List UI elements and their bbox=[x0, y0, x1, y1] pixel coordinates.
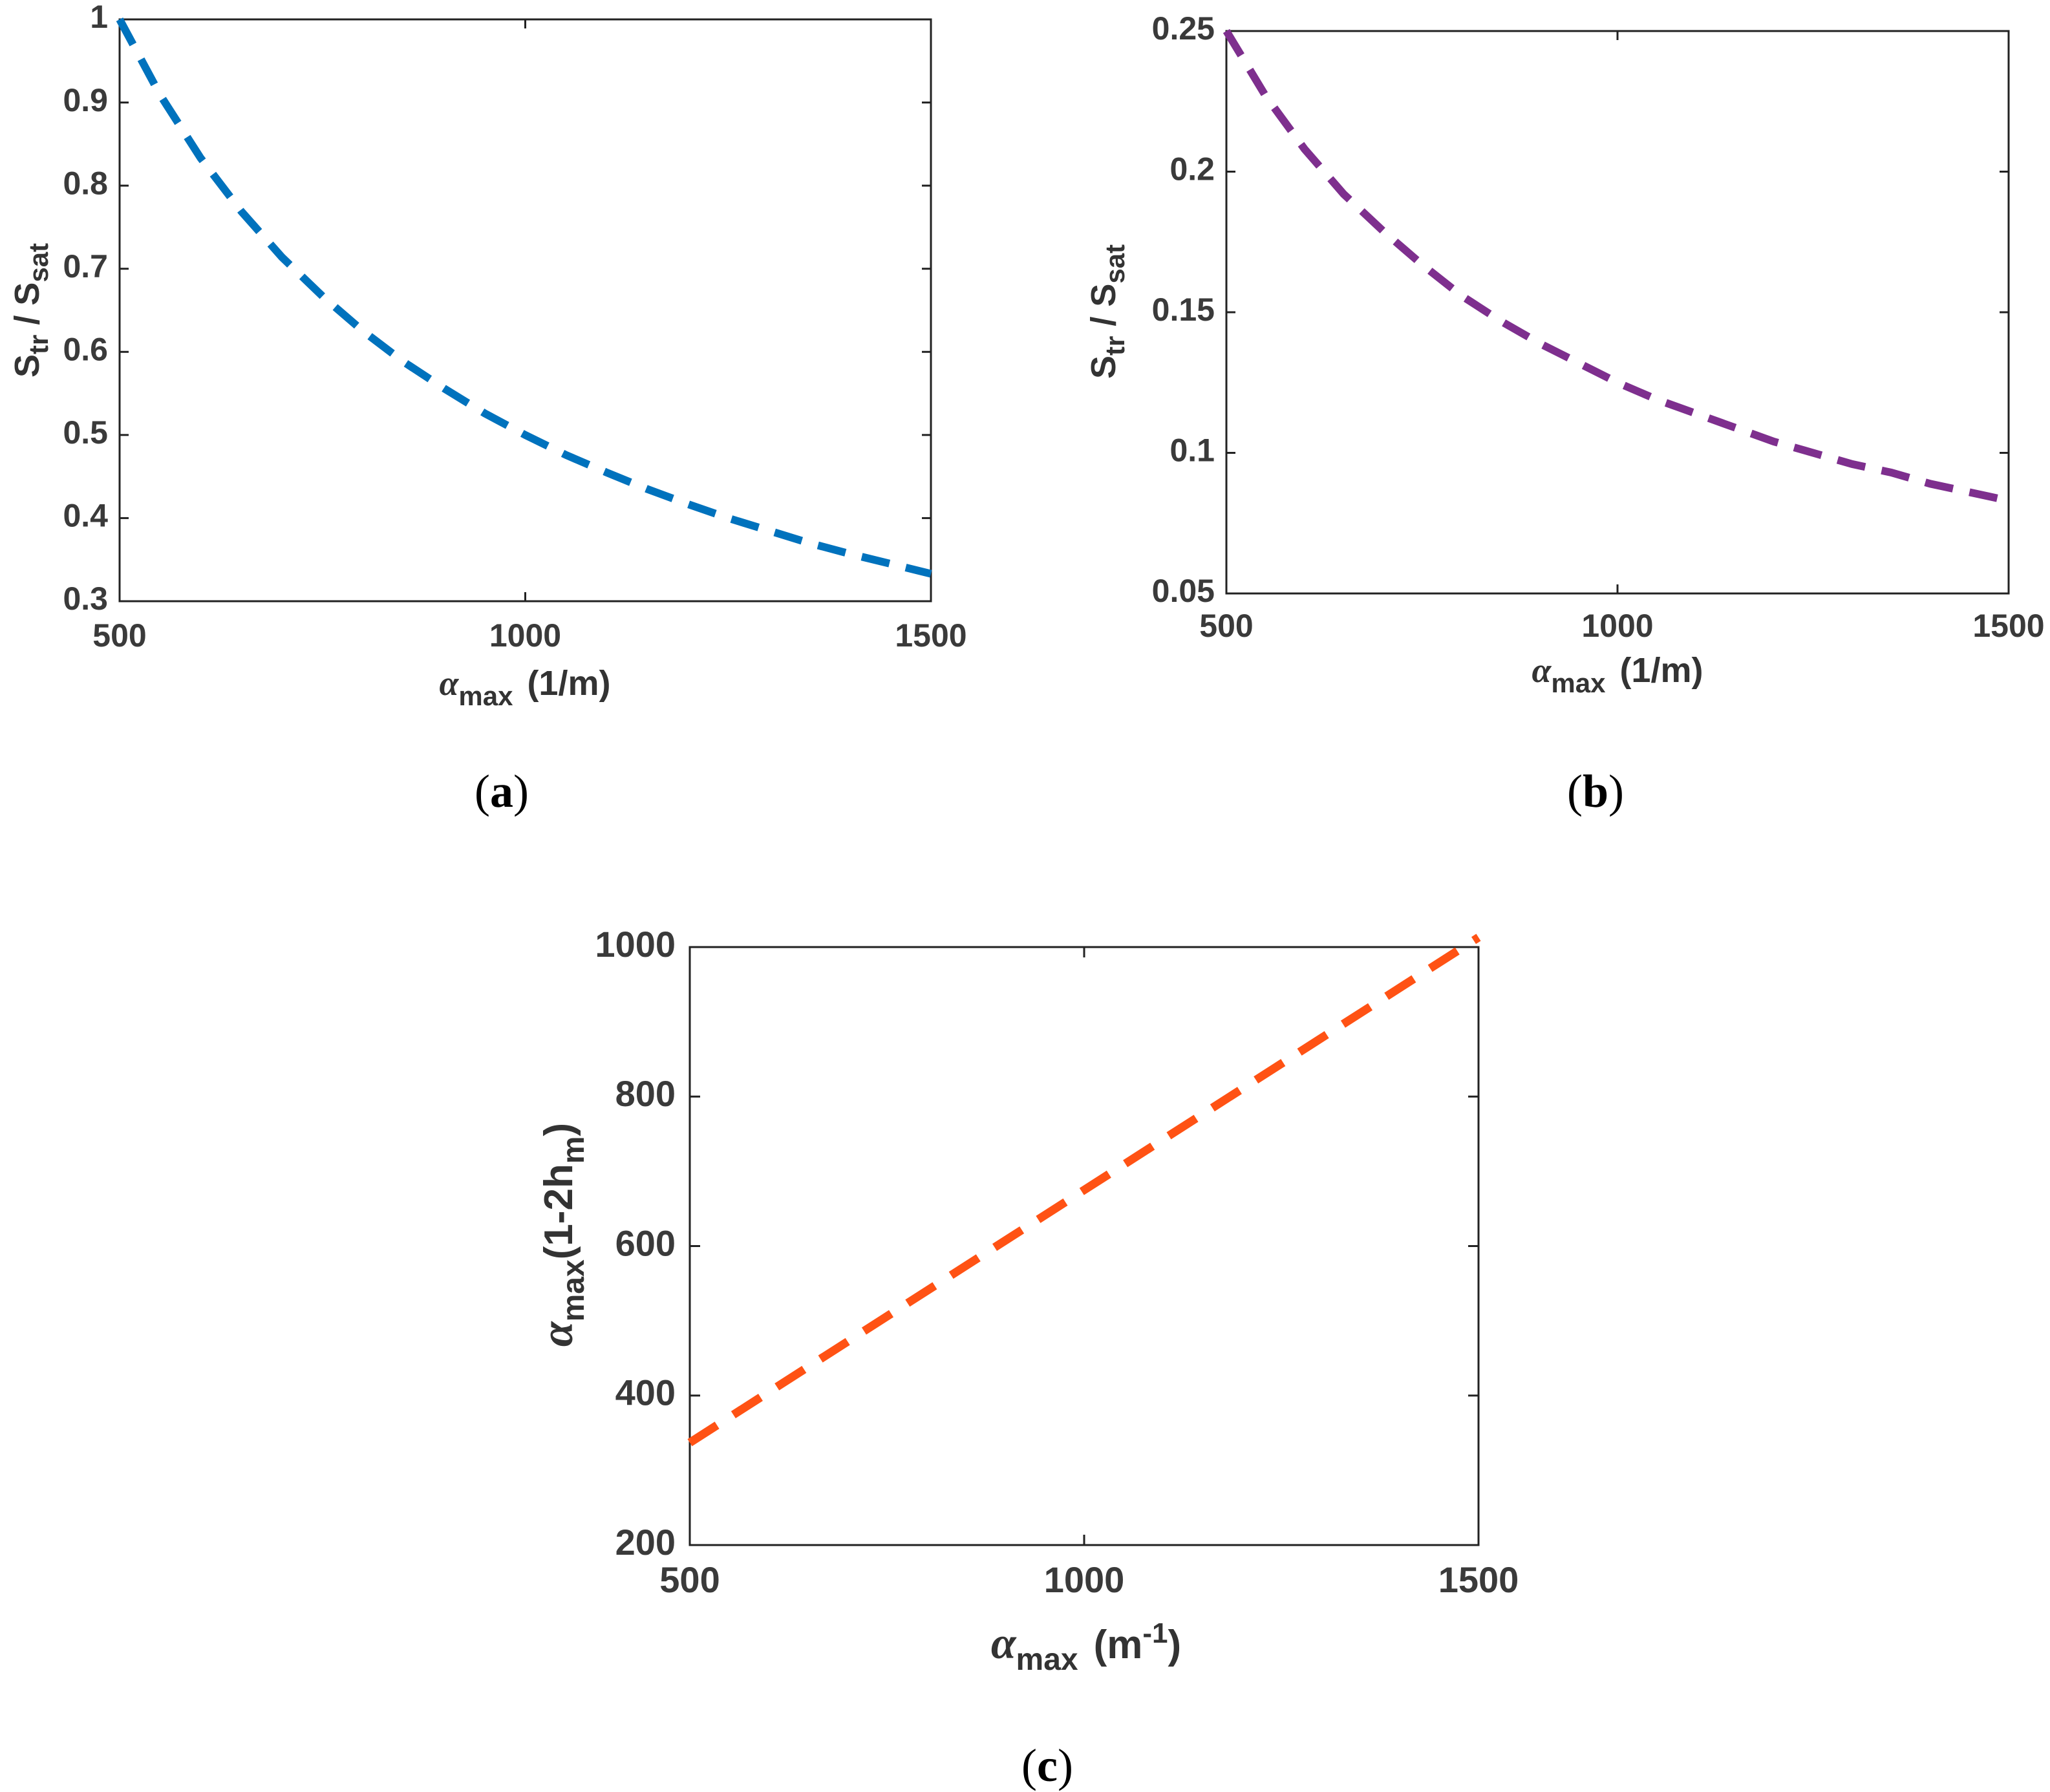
y-tick-label: 0.9 bbox=[63, 82, 108, 118]
panel-b-x-axis-label: αmax (1/m) bbox=[1532, 651, 1703, 698]
y-tick-label: 0.25 bbox=[1152, 10, 1215, 47]
panel-b-y-axis-label: Str / Ssat bbox=[1084, 244, 1130, 379]
panel-b-x-ticks: 500 1000 1500 bbox=[1199, 31, 2045, 644]
panel-b-y-ticks: 0.05 0.1 0.15 0.2 0.25 bbox=[1152, 10, 2009, 609]
panel-c-x-ticks: 500 1000 1500 bbox=[659, 947, 1519, 1600]
panel-a-y-ticks: 0.3 0.4 0.5 0.6 0.7 0.8 0.9 1 bbox=[63, 0, 931, 617]
y-tick-label: 0.1 bbox=[1169, 432, 1215, 469]
x-tick-label: 1500 bbox=[1438, 1559, 1519, 1600]
y-tick-label: 600 bbox=[615, 1222, 676, 1263]
panel-c: 200 400 600 800 1000 500 1000 1500 αmax (m-1) α… bbox=[533, 924, 1519, 1791]
panel-a: 0.3 0.4 0.5 0.6 0.7 0.8 0.9 1 500 1000 1500 αmax(… bbox=[8, 0, 967, 817]
y-tick-label: 1000 bbox=[595, 924, 676, 965]
x-tick-label: 1000 bbox=[1581, 608, 1653, 644]
y-tick-label: 0.15 bbox=[1152, 292, 1215, 328]
y-tick-label: 0.4 bbox=[63, 498, 108, 534]
y-tick-label: 0.7 bbox=[63, 248, 108, 284]
y-tick-label: 0.6 bbox=[63, 331, 108, 367]
y-tick-label: 0.05 bbox=[1152, 573, 1215, 609]
y-tick-label: 1 bbox=[90, 0, 108, 35]
panel-b: 0.05 0.1 0.15 0.2 0.25 500 1000 1500 αmax (1/m)… bbox=[1084, 10, 2045, 817]
y-tick-label: 200 bbox=[615, 1522, 676, 1563]
panel-c-x-axis-label: αmax (m-1) bbox=[991, 1617, 1181, 1677]
panel-a-plot-area bbox=[118, 18, 932, 603]
y-tick-label: 0.3 bbox=[63, 581, 108, 617]
panel-c-caption: (c) bbox=[1021, 1740, 1073, 1791]
panel-c-plot-area bbox=[689, 946, 1480, 1546]
y-tick-label: 800 bbox=[615, 1073, 676, 1114]
x-tick-label: 1000 bbox=[489, 617, 561, 654]
x-tick-label: 1500 bbox=[895, 617, 966, 654]
y-tick-label: 0.2 bbox=[1169, 151, 1215, 187]
x-tick-label: 500 bbox=[92, 617, 146, 654]
panel-a-caption: (a) bbox=[475, 765, 529, 817]
panel-c-y-ticks: 200 400 600 800 1000 bbox=[595, 924, 1479, 1563]
x-tick-label: 1000 bbox=[1044, 1559, 1125, 1600]
x-tick-label: 1500 bbox=[1972, 608, 2044, 644]
panel-a-x-axis-label: αmax (1/m) bbox=[440, 664, 611, 711]
panel-c-data-line bbox=[687, 933, 1481, 1447]
y-tick-label: 0.8 bbox=[63, 165, 108, 201]
y-tick-label: 400 bbox=[615, 1372, 676, 1413]
panel-a-x-ticks: 500 1000 1500 bbox=[92, 19, 967, 654]
panel-a-y-axis-label: Str / Ssat bbox=[8, 243, 54, 378]
panel-a-data-line bbox=[116, 17, 932, 578]
panel-c-y-axis-label: αmax(1-2hm) bbox=[533, 1123, 591, 1347]
panel-b-caption: (b) bbox=[1567, 765, 1624, 817]
x-tick-label: 500 bbox=[659, 1559, 720, 1600]
y-tick-label: 0.5 bbox=[63, 414, 108, 451]
x-tick-label: 500 bbox=[1199, 608, 1253, 644]
panel-b-plot-area bbox=[1225, 30, 2010, 595]
